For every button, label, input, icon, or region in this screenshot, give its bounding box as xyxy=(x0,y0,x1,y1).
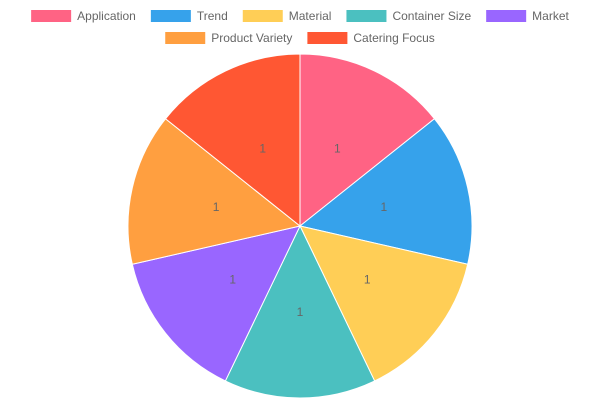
legend-label: Material xyxy=(289,9,332,23)
legend-item[interactable]: Product Variety xyxy=(165,31,292,45)
legend-swatch xyxy=(150,10,191,22)
legend-item[interactable]: Container Size xyxy=(346,9,471,23)
legend-label: Trend xyxy=(197,9,228,23)
pie-slices xyxy=(127,53,473,399)
legend-item[interactable]: Trend xyxy=(150,9,228,23)
slice-value-label: 1 xyxy=(229,273,236,287)
legend-label: Catering Focus xyxy=(353,31,434,45)
slice-value-label: 1 xyxy=(213,200,220,214)
legend-swatch xyxy=(242,10,283,22)
pie-slice-application[interactable] xyxy=(299,53,436,228)
legend-label: Container Size xyxy=(392,9,471,23)
slice-value-label: 1 xyxy=(381,200,388,214)
pie-slice-trend[interactable] xyxy=(298,118,473,265)
legend-item[interactable]: Application xyxy=(31,9,136,23)
pie-slice-market[interactable] xyxy=(131,225,301,382)
legend-label: Product Variety xyxy=(211,31,292,45)
legend-label: Application xyxy=(77,9,136,23)
legend-label: Market xyxy=(532,9,569,23)
legend-item[interactable]: Catering Focus xyxy=(307,31,435,45)
legend-swatch xyxy=(346,10,387,22)
pie-slice-container-size[interactable] xyxy=(224,224,376,399)
slice-labels: 1 1 1 1 1 1 1 xyxy=(213,142,388,319)
slice-value-label: 1 xyxy=(297,305,304,319)
legend-item[interactable]: Market xyxy=(486,9,570,23)
legend-swatch xyxy=(307,32,348,44)
pie-slice-catering-focus[interactable] xyxy=(164,53,301,228)
legend: Application Trend Material Container Size Ma… xyxy=(31,9,570,45)
pie-slice-material[interactable] xyxy=(299,225,469,382)
slice-value-label: 1 xyxy=(334,142,341,156)
slice-value-label: 1 xyxy=(259,142,266,156)
legend-swatch xyxy=(165,32,206,44)
slice-value-label: 1 xyxy=(364,273,371,287)
legend-item[interactable]: Material xyxy=(242,9,332,23)
legend-swatch xyxy=(486,10,527,22)
pie-slice-product-variety[interactable] xyxy=(127,118,302,265)
legend-swatch xyxy=(31,10,72,22)
